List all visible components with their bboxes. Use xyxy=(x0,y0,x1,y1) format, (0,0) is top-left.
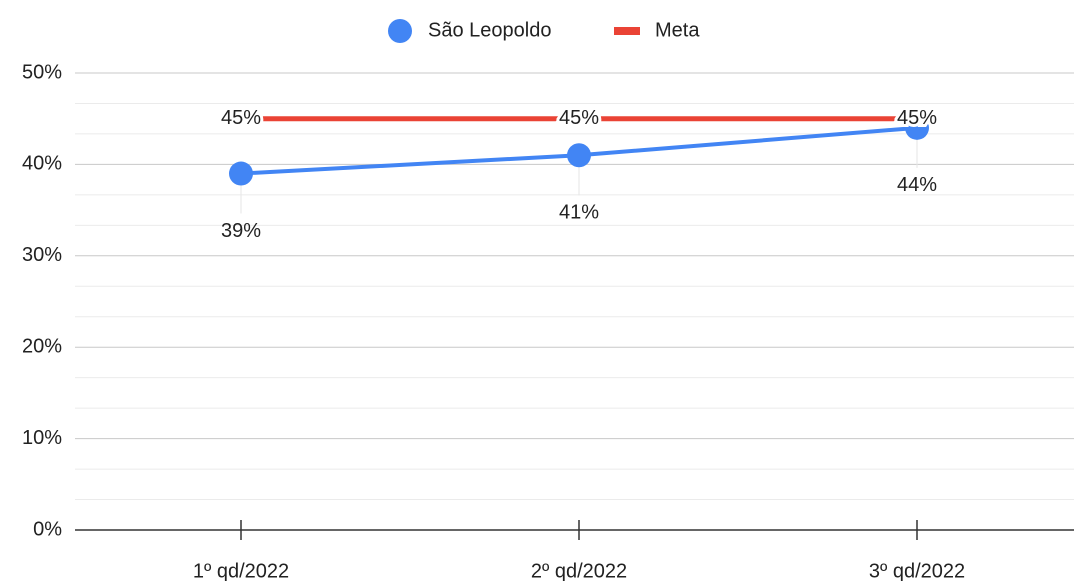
x-tick-label: 1º qd/2022 xyxy=(193,560,289,581)
y-tick-label: 20% xyxy=(22,335,62,357)
y-tick-label: 30% xyxy=(22,244,62,266)
point xyxy=(567,143,591,168)
legend-label: São Leopoldo xyxy=(428,19,551,41)
data-label: 45% xyxy=(221,107,261,129)
data-label: 45% xyxy=(897,107,937,129)
y-tick-label: 0% xyxy=(33,518,62,540)
legend-marker xyxy=(614,27,640,35)
legend-label: Meta xyxy=(655,19,700,41)
data-label: 39% xyxy=(221,220,261,242)
point xyxy=(905,115,929,140)
x-tick-label: 2º qd/2022 xyxy=(531,560,627,581)
y-tick-label: 10% xyxy=(22,427,62,449)
point xyxy=(229,161,253,186)
data-label: 44% xyxy=(897,174,937,196)
legend-marker xyxy=(388,19,412,43)
data-label: 41% xyxy=(559,202,599,224)
x-tick-label: 3º qd/2022 xyxy=(869,560,965,581)
y-tick-label: 40% xyxy=(22,153,62,175)
data-label: 45% xyxy=(559,107,599,129)
y-tick-label: 50% xyxy=(22,61,62,83)
